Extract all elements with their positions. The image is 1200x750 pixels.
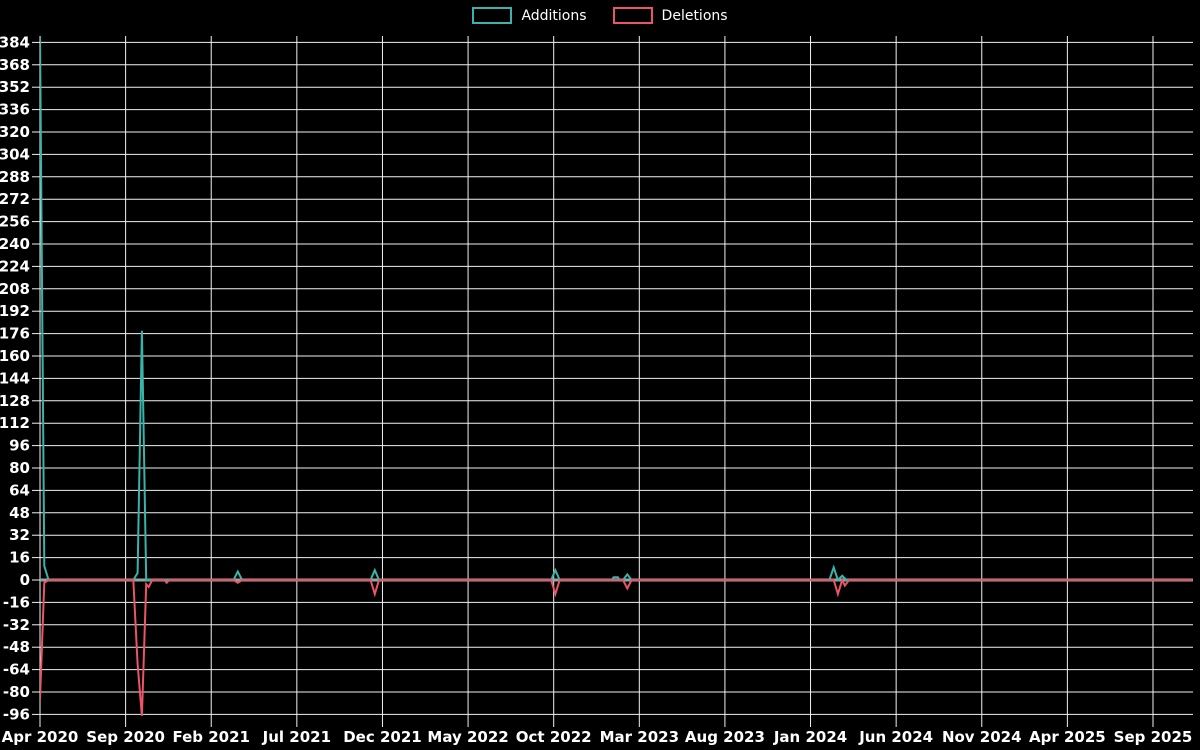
legend-item-additions[interactable]: Additions — [472, 7, 587, 24]
y-tick-label: 96 — [9, 437, 30, 455]
y-tick-label: 176 — [0, 325, 30, 343]
y-tick-label: 16 — [9, 549, 30, 567]
y-tick-label: 80 — [9, 459, 30, 477]
x-tick-label: Dec 2021 — [343, 728, 422, 746]
y-tick-label: 48 — [9, 504, 30, 522]
x-tick-label: Sep 2025 — [1114, 728, 1193, 746]
y-tick-label: -80 — [3, 683, 30, 701]
y-tick-label: 160 — [0, 347, 30, 365]
y-tick-label: 0 — [20, 571, 30, 589]
x-tick-label: Apr 2025 — [1029, 728, 1106, 746]
deletions-line — [40, 577, 1193, 716]
y-tick-label: 272 — [0, 190, 30, 208]
y-tick-label: 256 — [0, 213, 30, 231]
y-tick-label: 112 — [0, 414, 30, 432]
x-tick-label: Oct 2022 — [516, 728, 592, 746]
legend-label-deletions: Deletions — [661, 7, 728, 24]
x-tick-label: Mar 2023 — [600, 728, 679, 746]
x-tick-label: Apr 2020 — [2, 728, 79, 746]
y-tick-label: 192 — [0, 302, 30, 320]
additions-line — [40, 36, 1193, 582]
y-tick-label: 64 — [9, 481, 30, 499]
legend-item-deletions[interactable]: Deletions — [612, 7, 728, 24]
additions-swatch-icon — [472, 7, 513, 24]
y-tick-label: 304 — [0, 145, 30, 163]
x-tick-label: May 2022 — [427, 728, 508, 746]
y-tick-label: -16 — [3, 593, 30, 611]
y-tick-label: 224 — [0, 257, 30, 275]
y-tick-label: 128 — [0, 392, 30, 410]
y-tick-label: 144 — [0, 369, 30, 387]
y-tick-label: 208 — [0, 280, 30, 298]
y-tick-label: 32 — [9, 526, 30, 544]
x-tick-label: Sep 2020 — [86, 728, 165, 746]
y-tick-label: 288 — [0, 168, 30, 186]
legend-label-additions: Additions — [521, 7, 587, 24]
y-tick-label: 240 — [0, 235, 30, 253]
x-tick-label: Jul 2021 — [262, 728, 331, 746]
x-tick-label: Aug 2023 — [685, 728, 765, 746]
y-tick-label: 336 — [0, 101, 30, 119]
deletions-swatch-icon — [612, 7, 653, 24]
y-tick-label: 384 — [0, 33, 30, 51]
x-tick-label: Jan 2024 — [773, 728, 847, 746]
chart-legend: Additions Deletions — [0, 7, 1200, 24]
y-tick-label: -48 — [3, 638, 30, 656]
x-tick-label: Feb 2021 — [172, 728, 250, 746]
x-tick-label: Nov 2024 — [942, 728, 1022, 746]
y-tick-label: -32 — [3, 616, 30, 634]
y-tick-label: -96 — [3, 705, 30, 723]
y-tick-label: 368 — [0, 56, 30, 74]
y-tick-label: 320 — [0, 123, 30, 141]
y-tick-label: 352 — [0, 78, 30, 96]
y-tick-label: -64 — [3, 661, 30, 679]
x-tick-label: Jun 2024 — [858, 728, 933, 746]
